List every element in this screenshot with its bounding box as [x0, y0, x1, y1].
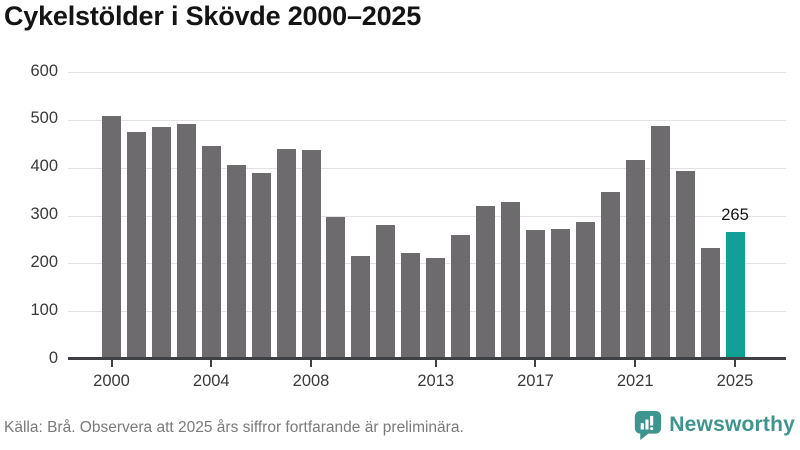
- tick-2021: [634, 360, 637, 367]
- newsworthy-icon: [635, 410, 662, 440]
- y-axis-label-300: 300: [30, 205, 58, 223]
- bar-2003: [176, 124, 196, 359]
- x-axis-label-2013: 2013: [417, 372, 455, 390]
- bar-2002: [151, 126, 171, 359]
- y-axis-label-600: 600: [30, 61, 58, 80]
- bar-2024: [700, 247, 720, 359]
- plot-area: 2000 2004 2008 2013 2017 2021 2025 265: [68, 72, 786, 390]
- y-axis-label-200: 200: [30, 252, 58, 271]
- gridline-300: [68, 215, 786, 217]
- bar-2018: [550, 229, 570, 359]
- y-axis-label-500: 500: [30, 109, 58, 128]
- chart-title: Cykelstölder i Skövde 2000–2025: [4, 1, 422, 31]
- bar-2023: [675, 170, 695, 359]
- x-axis-label-2017: 2017: [517, 372, 554, 390]
- bar-2006: [251, 172, 271, 359]
- bar-2016: [501, 202, 521, 359]
- tick-2025: [734, 360, 736, 367]
- bar-2000: [102, 116, 121, 359]
- tick-2017: [534, 360, 537, 367]
- bar-2010: [351, 255, 371, 359]
- bar-2021: [625, 160, 645, 359]
- x-axis-label-2008: 2008: [292, 372, 330, 390]
- x-axis-label-2025: 2025: [716, 372, 754, 390]
- bar-2014: [451, 234, 471, 359]
- bar-2005: [226, 164, 246, 359]
- y-axis-labels: 0 100 200 300 400 500 600: [0, 62, 58, 365]
- highlight-value-label: 265: [721, 206, 749, 225]
- bar-2020: [600, 191, 620, 359]
- tick-2013: [434, 360, 437, 367]
- bar-2019: [575, 222, 595, 359]
- bar-2001: [126, 131, 146, 359]
- gridline-600: [68, 72, 786, 73]
- tick-2004: [210, 360, 213, 367]
- newsworthy-logo-link[interactable]: Newsworthy: [633, 410, 795, 440]
- bar-2008: [301, 149, 321, 359]
- x-axis-label-2021: 2021: [616, 372, 654, 390]
- bar-2011: [376, 224, 396, 359]
- bar-2004: [201, 146, 221, 359]
- bar-2025: [725, 232, 745, 359]
- bar-2022: [650, 126, 670, 359]
- gridline-400: [68, 167, 786, 169]
- gridline-500: [68, 119, 786, 121]
- bar-2012: [401, 252, 421, 359]
- bar-2017: [525, 229, 545, 359]
- bar-2015: [476, 205, 496, 359]
- x-axis-label-2004: 2004: [192, 372, 230, 390]
- footer: Källa: Brå. Observera att 2025 års siffr…: [0, 408, 800, 450]
- tick-2008: [310, 360, 313, 367]
- x-axis-label-2000: 2000: [93, 372, 130, 390]
- source-note: Källa: Brå. Observera att 2025 års siffr…: [4, 419, 464, 436]
- x-axis-line: [68, 357, 786, 360]
- y-axis-label-400: 400: [30, 157, 58, 176]
- tick-2000: [110, 360, 113, 367]
- y-axis-label-0: 0: [48, 348, 58, 367]
- bar-2007: [276, 148, 296, 359]
- newsworthy-wordmark: Newsworthy: [669, 413, 795, 436]
- bar-2009: [326, 216, 346, 359]
- bar-2013: [426, 257, 446, 359]
- y-axis-label-100: 100: [30, 300, 58, 319]
